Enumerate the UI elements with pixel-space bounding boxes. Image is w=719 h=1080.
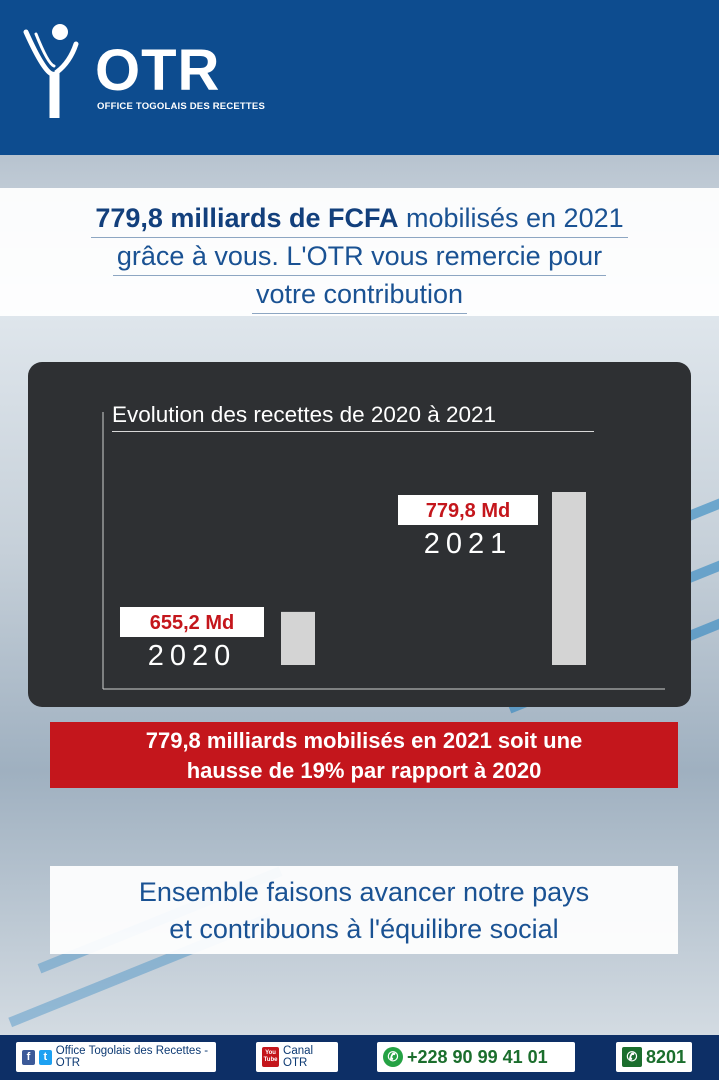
youtube-link[interactable]: You Tube Canal OTR [256,1042,338,1072]
headline-line-1: 779,8 milliards de FCFA mobilisés en 202… [91,200,628,238]
chart-title: Evolution des recettes de 2020 à 2021 [112,402,594,432]
headline-amount: 779,8 milliards de FCFA [95,203,399,233]
twitter-icon: t [38,1049,52,1065]
closing-line-2: et contribuons à l'équilibre social [169,914,559,944]
phone-link[interactable]: ✆ 8201 [616,1042,692,1072]
value-label-box-2021 [398,495,538,525]
social-link[interactable]: f t Office Togolais des Recettes - OTR [16,1042,216,1072]
phone-number: 8201 [645,1046,686,1067]
bar-2020 [281,611,315,665]
headline-line-3: votre contribution [251,276,468,314]
whatsapp-number: +228 90 99 41 01 [407,1046,548,1067]
whatsapp-icon: ✆ [383,1047,403,1067]
closing-line-1: Ensemble faisons avancer notre pays [138,877,590,907]
logo-text: OTR [95,38,221,103]
headline-box: 779,8 milliards de FCFA mobilisés en 202… [0,188,719,316]
summary-line-2: hausse de 19% par rapport à 2020 [186,758,542,783]
logo-subtitle: OFFICE TOGOLAIS DES RECETTES [97,101,265,112]
category-label-2020: 2020 [148,640,237,672]
bar-2021 [552,492,586,665]
value-label-2020: 655,2 Md [150,612,234,634]
summary-line-1: 779,8 milliards mobilisés en 2021 soit u… [145,728,583,753]
youtube-icon: You Tube [262,1047,280,1067]
summary-banner: 779,8 milliards mobilisés en 2021 soit u… [50,722,678,788]
value-label-2021: 779,8 Md [426,500,510,522]
category-label-2021: 2021 [424,528,513,560]
whatsapp-link[interactable]: ✆ +228 90 99 41 01 [377,1042,575,1072]
value-label-box-2020 [120,607,264,637]
footer: f t Office Togolais des Recettes - OTR Y… [0,1035,719,1080]
social-label: Office Togolais des Recettes - OTR [55,1045,209,1069]
header: OTR OFFICE TOGOLAIS DES RECETTES [0,0,719,155]
phone-icon: ✆ [622,1047,642,1067]
facebook-icon: f [22,1049,35,1065]
otr-logo-figure-icon [23,24,79,118]
headline-line-2: grâce à vous. L'OTR vous remercie pour [112,238,607,276]
closing-message: Ensemble faisons avancer notre pays et c… [50,866,678,954]
headline-line-1-rest: mobilisés en 2021 [398,203,624,233]
youtube-label: Canal OTR [283,1045,314,1069]
